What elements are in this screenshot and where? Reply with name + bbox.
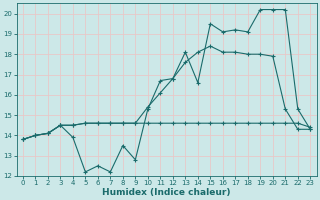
X-axis label: Humidex (Indice chaleur): Humidex (Indice chaleur)	[102, 188, 231, 197]
